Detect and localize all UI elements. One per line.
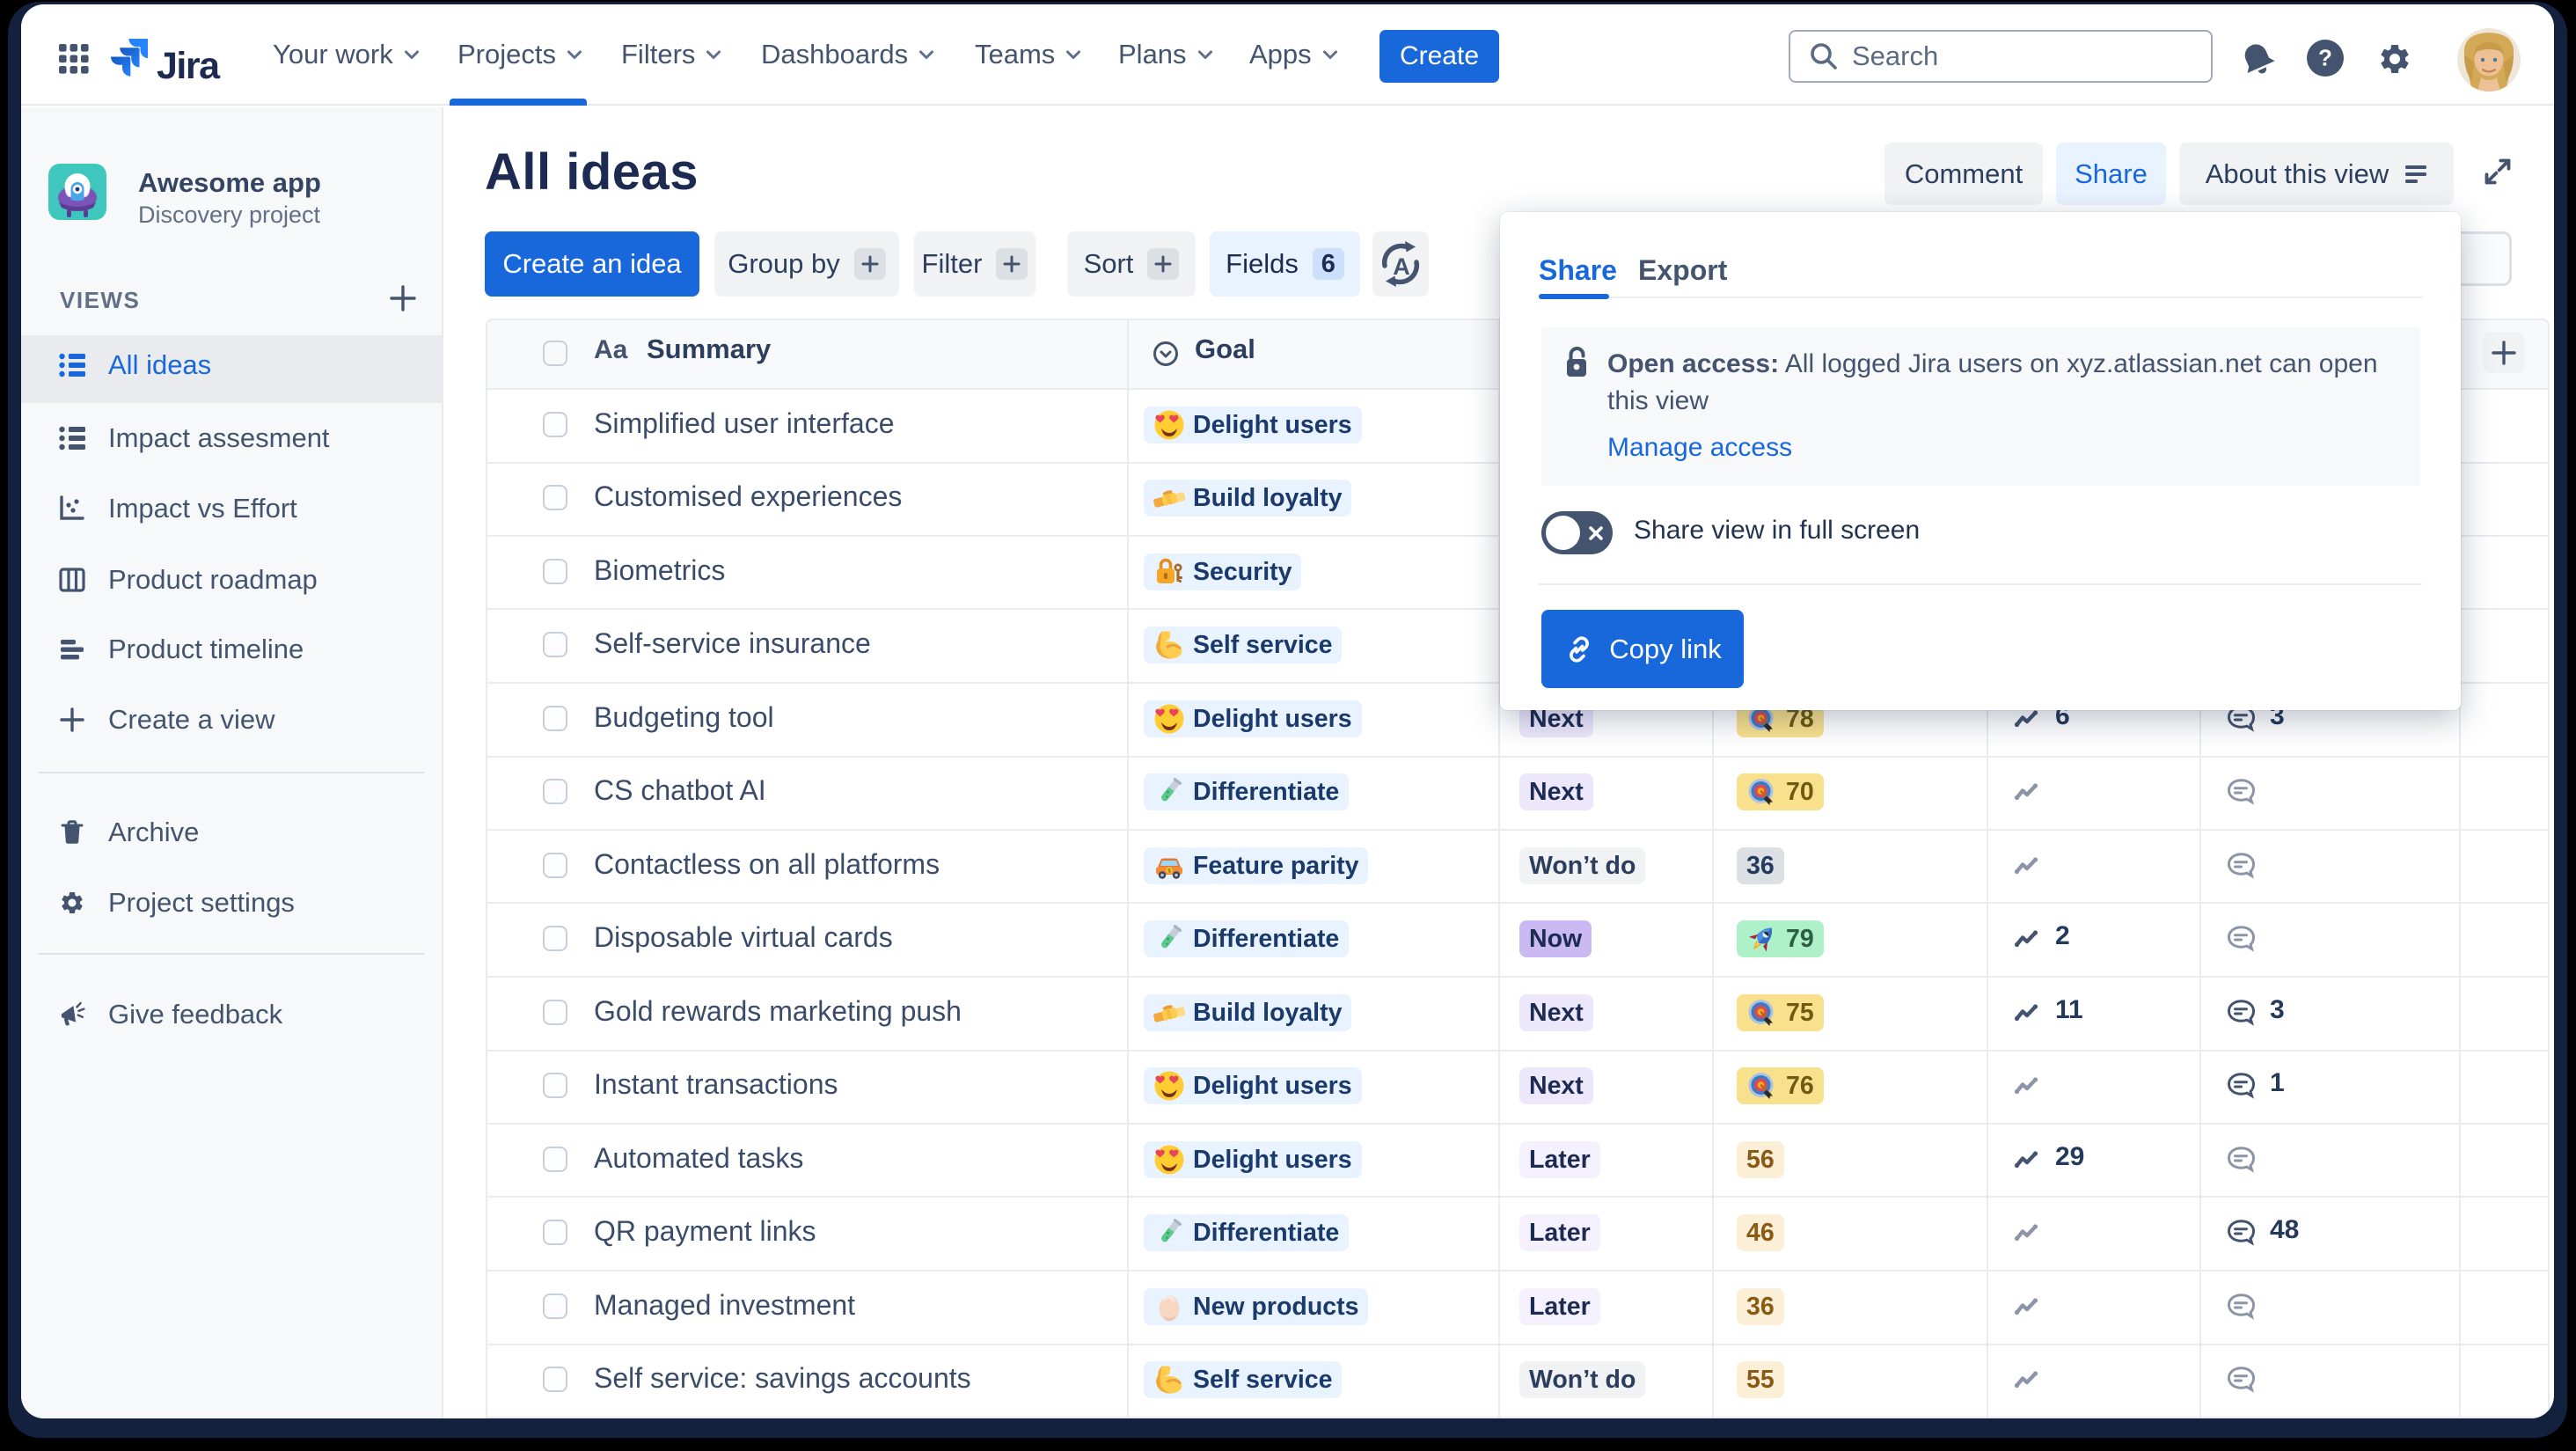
svg-text:A: A (1393, 253, 1410, 280)
svg-text:?: ? (2318, 45, 2332, 71)
svg-text:$: $ (1167, 868, 1171, 875)
